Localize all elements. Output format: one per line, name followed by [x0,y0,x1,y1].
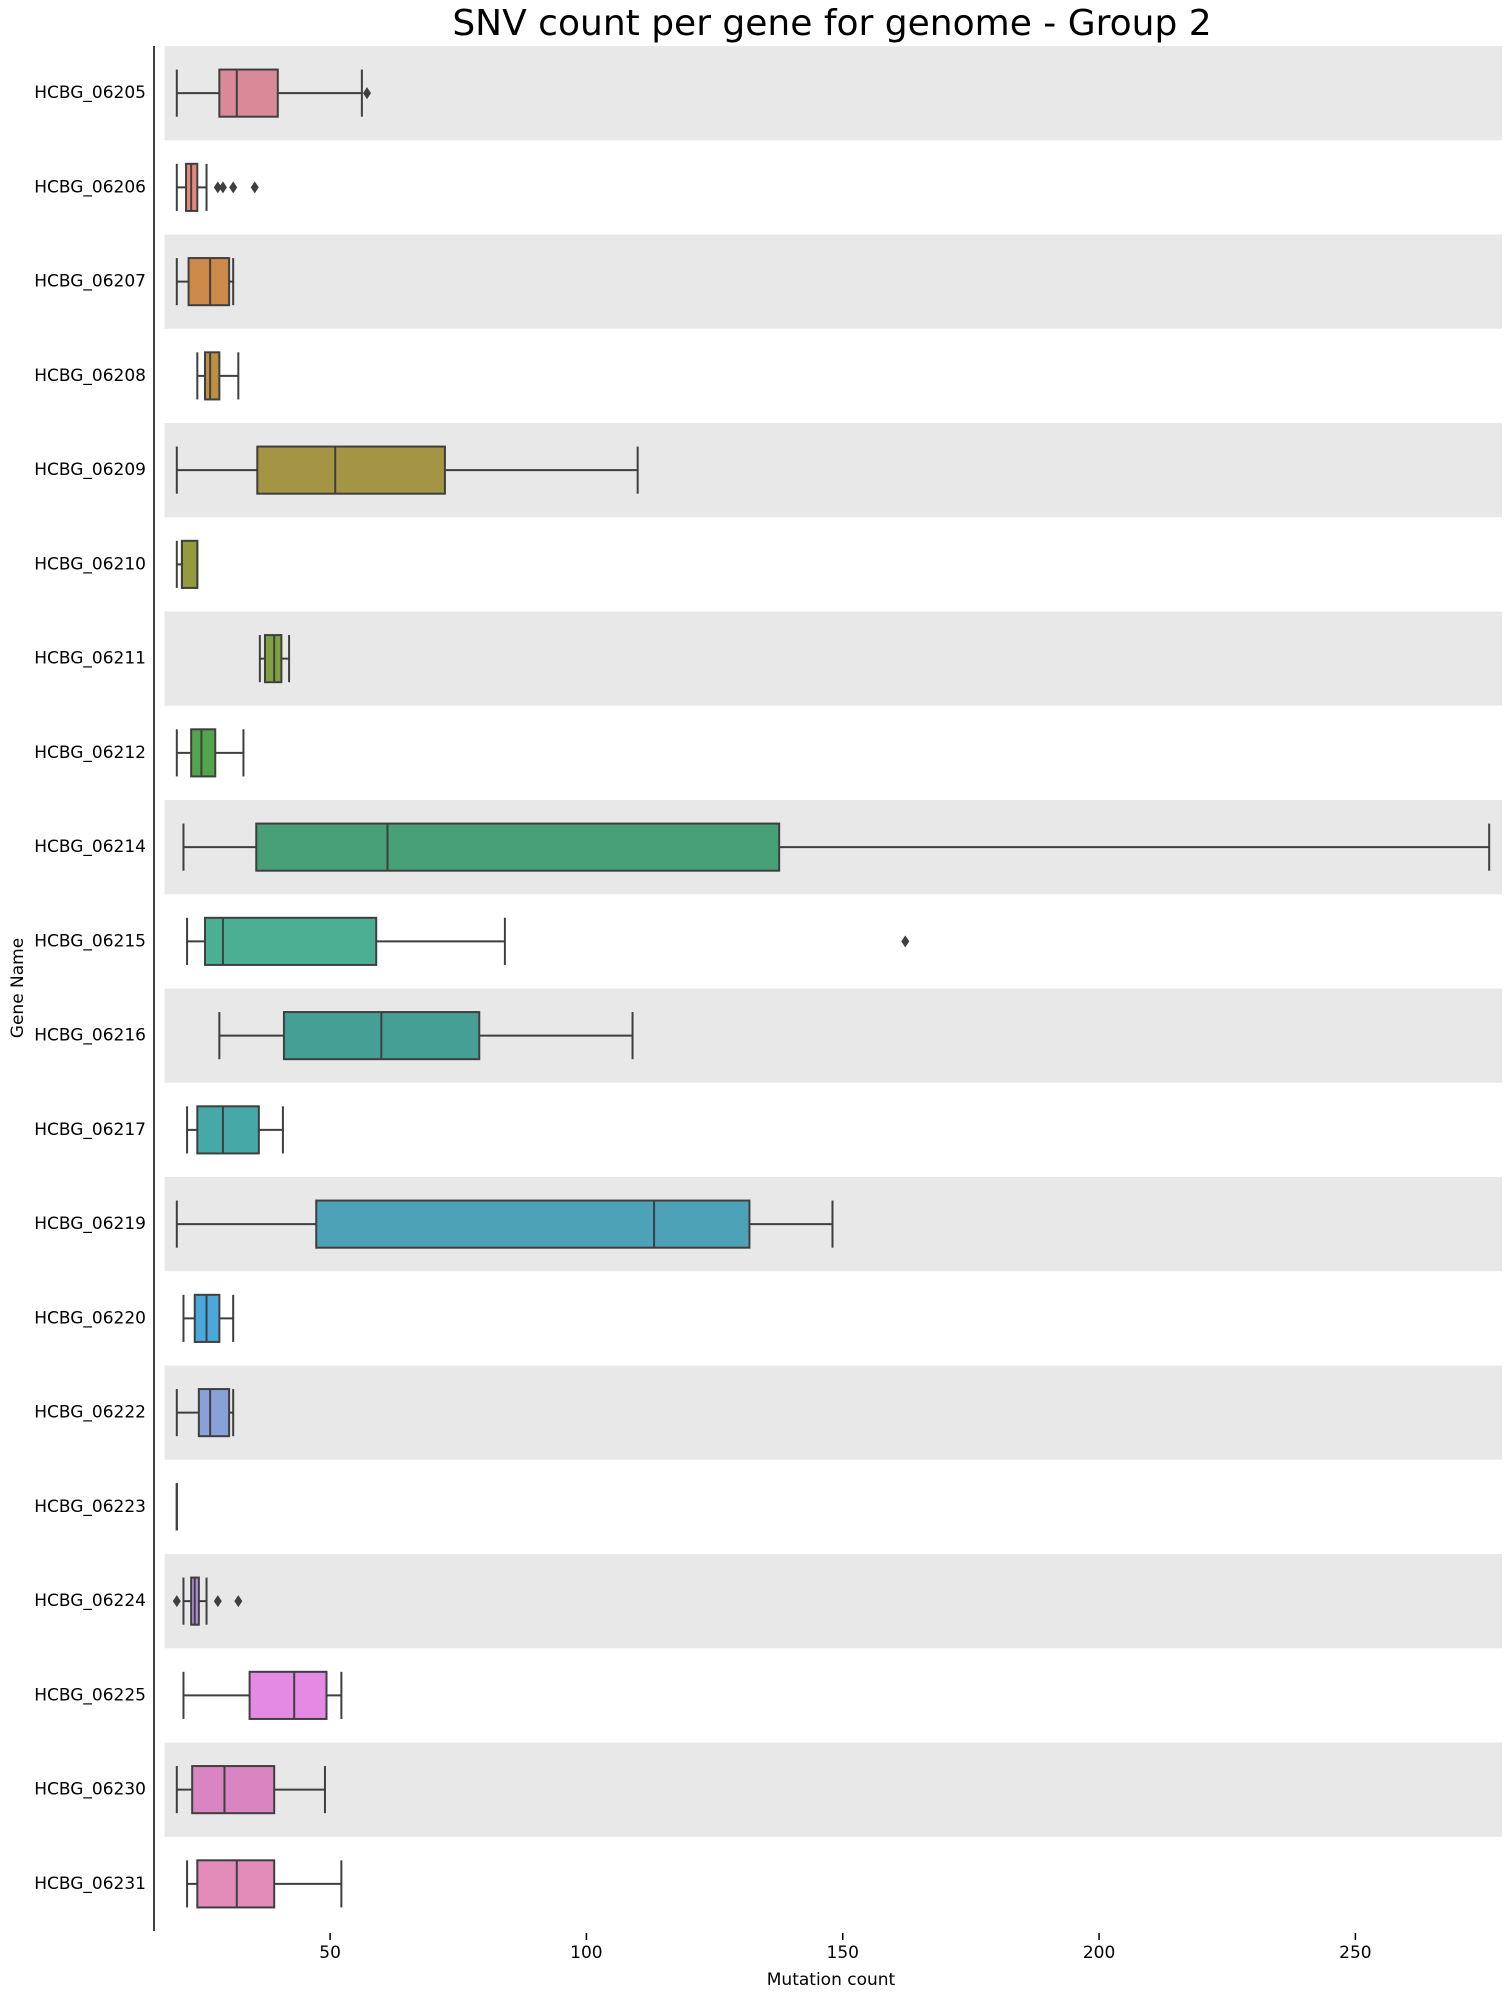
x-tick-label: 200 [1083,1943,1115,1963]
y-tick-label: HCBG_06215 [34,931,146,951]
box [248,1670,328,1720]
y-tick-label: HCBG_06214 [34,837,146,857]
y-tick-label: HCBG_06216 [34,1026,146,1046]
box [187,257,231,307]
x-axis-label: Mutation count [767,1970,896,1990]
row-band [164,234,1502,329]
y-tick-label: HCBG_06225 [34,1685,146,1705]
box [180,539,199,589]
outlier [213,1595,222,1608]
box [255,822,781,872]
y-tick-label: HCBG_06217 [34,1120,146,1140]
outlier [218,181,227,194]
y-tick-label: HCBG_06205 [34,83,146,103]
y-tick-label: HCBG_06220 [34,1308,146,1328]
x-tick-label: 100 [570,1943,602,1963]
box [190,728,217,778]
box [203,916,378,966]
x-tick-label: 150 [827,1943,859,1963]
box [196,1105,260,1155]
y-tick-label: HCBG_06224 [34,1591,146,1611]
box [197,1388,231,1438]
box [256,445,446,495]
outlier [250,181,259,194]
y-axis-label: Gene Name [8,938,28,1038]
y-tick-label: HCBG_06209 [34,460,146,480]
x-tick-label: 250 [1339,1943,1371,1963]
y-tick-label: HCBG_06222 [34,1403,146,1423]
box [263,634,283,684]
row-band [164,46,1502,141]
y-tick-label: HCBG_06211 [34,649,146,669]
y-tick-label: HCBG_06219 [34,1214,146,1234]
x-tick-label: 50 [319,1943,341,1963]
outlier [901,935,910,948]
outlier [362,87,371,100]
row-band [164,611,1502,706]
row-band [164,1365,1502,1460]
y-tick-label: HCBG_06230 [34,1780,146,1800]
y-tick-label: HCBG_06210 [34,554,146,574]
y-tick-label: HCBG_06208 [34,366,146,386]
box [218,68,279,118]
box [191,1765,276,1815]
y-tick-label: HCBG_06206 [34,177,146,197]
outlier [213,181,222,194]
box [203,351,221,401]
y-tick-label: HCBG_06223 [34,1497,146,1517]
chart-title: SNV count per gene for genome - Group 2 [452,3,1211,44]
y-tick-label: HCBG_06212 [34,743,146,763]
y-tick-label: HCBG_06231 [34,1874,146,1894]
y-tick-label: HCBG_06207 [34,272,146,292]
outlier [172,1595,181,1608]
row-band [164,1742,1502,1837]
row-band [164,1554,1502,1649]
outlier [234,1595,243,1608]
box [196,1859,276,1909]
box [315,1199,751,1249]
outlier [229,181,238,194]
